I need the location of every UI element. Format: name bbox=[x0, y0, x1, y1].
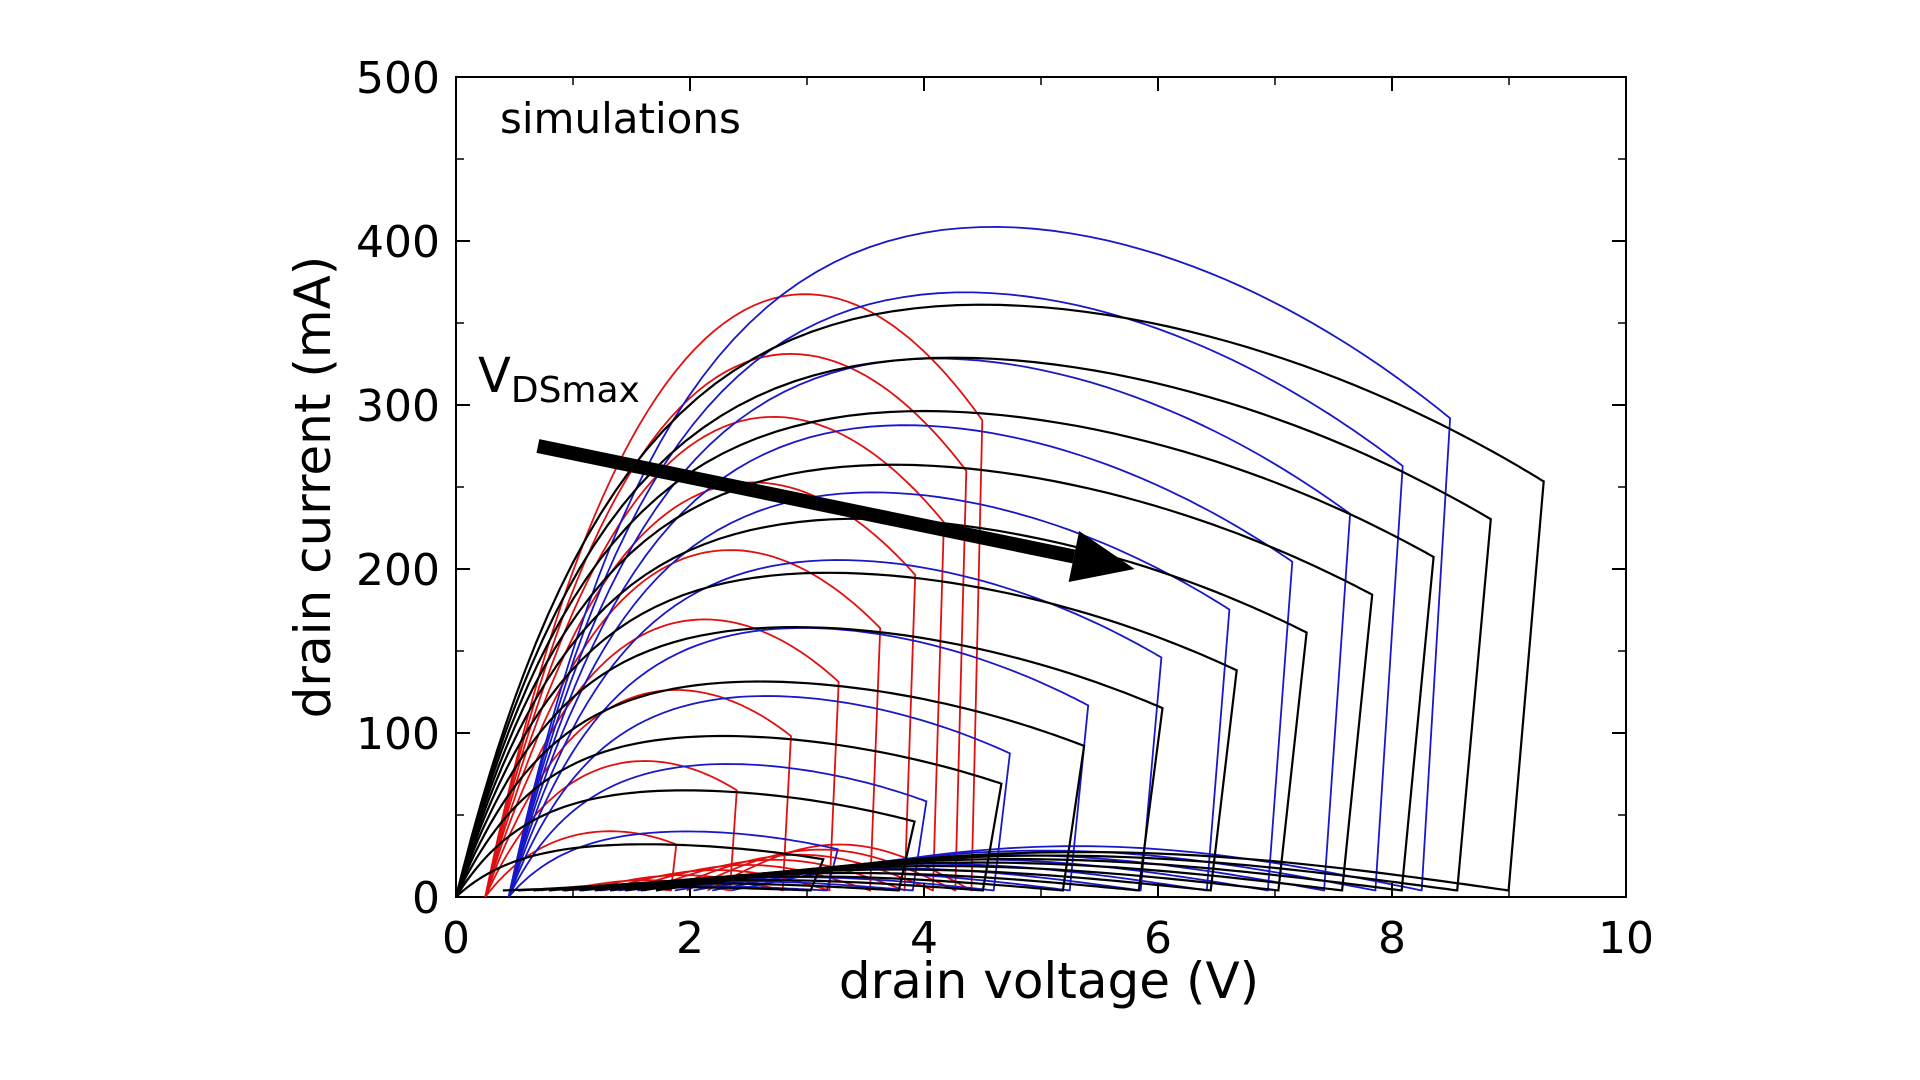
y-tick-label: 500 bbox=[356, 53, 440, 104]
x-tick-label: 10 bbox=[1598, 913, 1654, 964]
x-axis-label: drain voltage (V) bbox=[839, 952, 1259, 1010]
loop-red bbox=[484, 415, 945, 897]
y-tick-label: 100 bbox=[356, 709, 440, 760]
x-tick-label: 0 bbox=[442, 913, 470, 964]
curves bbox=[456, 225, 1545, 897]
x-tick-label: 6 bbox=[1144, 913, 1172, 964]
x-tick-label: 8 bbox=[1378, 913, 1406, 964]
vdsmax-arrow bbox=[536, 439, 1135, 582]
y-tick-label: 0 bbox=[412, 873, 440, 924]
loop-red bbox=[484, 352, 968, 897]
loop-red bbox=[484, 760, 738, 897]
ticks bbox=[455, 76, 1627, 898]
arrow-shaft bbox=[536, 439, 1076, 564]
arrow-head bbox=[1068, 531, 1135, 582]
x-tick-label: 4 bbox=[910, 913, 938, 964]
y-tick-label: 300 bbox=[356, 381, 440, 432]
loop-red bbox=[484, 689, 792, 897]
y-tick-label: 200 bbox=[356, 545, 440, 596]
y-axis-label: drain current (mA) bbox=[284, 256, 342, 719]
vdsmax-main: V bbox=[478, 348, 511, 404]
annotation-simulations: simulations bbox=[500, 94, 741, 143]
loop-black bbox=[456, 409, 1435, 897]
y-tick-label: 400 bbox=[356, 217, 440, 268]
plot-frame bbox=[455, 76, 1627, 898]
x-tick-label: 2 bbox=[676, 913, 704, 964]
vdsmax-label: VDSmax bbox=[478, 348, 640, 411]
loop-blue bbox=[507, 357, 1352, 897]
vdsmax-sub: DSmax bbox=[511, 370, 640, 411]
